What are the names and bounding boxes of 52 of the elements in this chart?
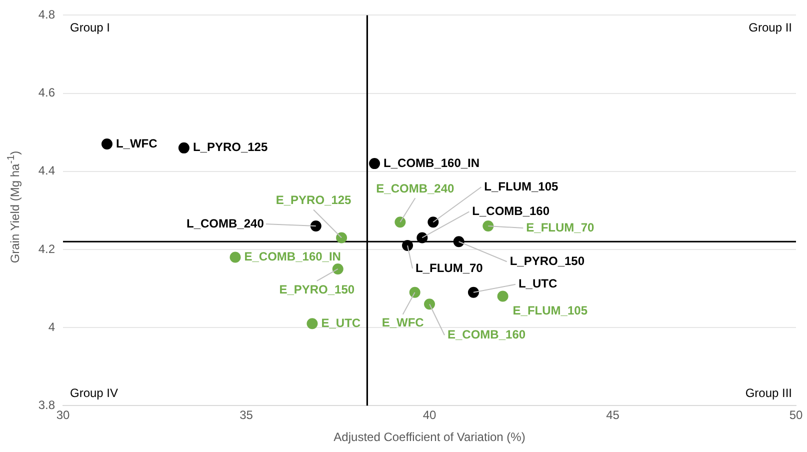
point <box>424 298 435 310</box>
annotation: L_PYRO_125 <box>192 140 268 154</box>
annotation: E_UTC <box>321 316 361 330</box>
point <box>332 263 344 274</box>
annotation: E_FLUM_105 <box>512 304 588 318</box>
point <box>306 318 318 330</box>
point <box>336 232 348 244</box>
y-tick-label: 4.8 <box>38 8 56 22</box>
annotation: E_COMB_160 <box>448 327 526 342</box>
x-tick-label: 35 <box>240 408 254 422</box>
annotation: Group III <box>745 386 792 400</box>
point <box>482 220 494 232</box>
y-tick-label: 4 <box>48 320 56 334</box>
point <box>468 286 479 298</box>
point <box>497 290 508 302</box>
point <box>394 216 406 228</box>
point <box>428 216 439 228</box>
annotation: L_UTC <box>518 276 558 291</box>
annotation: L_WFC <box>116 136 158 150</box>
x-tick-label: 45 <box>606 408 620 422</box>
x-axis-title: Adjusted Coefficient of Variation (%) <box>332 430 526 444</box>
annotation: E_COMB_240 <box>376 181 455 196</box>
point <box>230 252 241 263</box>
point <box>402 240 414 252</box>
point <box>310 220 322 232</box>
x-tick-label: 30 <box>56 408 70 422</box>
x-tick-label: 50 <box>789 408 803 422</box>
annotation: E_WFC <box>382 316 424 330</box>
annotation: L_COMB_160_IN <box>384 156 480 170</box>
point <box>101 138 112 150</box>
annotation: L_FLUM_105 <box>484 179 559 194</box>
point <box>369 158 380 170</box>
annotation: Group I <box>70 20 110 35</box>
annotation: E_FLUM_70 <box>526 220 594 234</box>
annotation: L_COMB_160 <box>472 204 550 218</box>
annotation: Group II <box>748 20 792 35</box>
point <box>453 236 464 248</box>
point <box>416 232 428 244</box>
x-tick-label: 40 <box>422 408 436 422</box>
annotation: E_COMB_160_IN <box>244 250 341 264</box>
y-tick-label: 4.4 <box>38 164 56 178</box>
y-tick-label: 3.8 <box>38 398 56 412</box>
point <box>409 286 420 298</box>
y-tick-label: 4.2 <box>38 242 56 256</box>
annotation: L_COMB_240 <box>186 216 264 230</box>
annotation: Group IV <box>70 386 118 400</box>
annotation: L_PYRO_150 <box>510 254 585 268</box>
annotation: L_FLUM_70 <box>416 260 484 275</box>
annotation: E_PYRO_150 <box>279 282 355 296</box>
point <box>178 142 190 154</box>
y-tick-label: 4.6 <box>38 86 56 100</box>
annotation: E_PYRO_125 <box>276 193 352 208</box>
